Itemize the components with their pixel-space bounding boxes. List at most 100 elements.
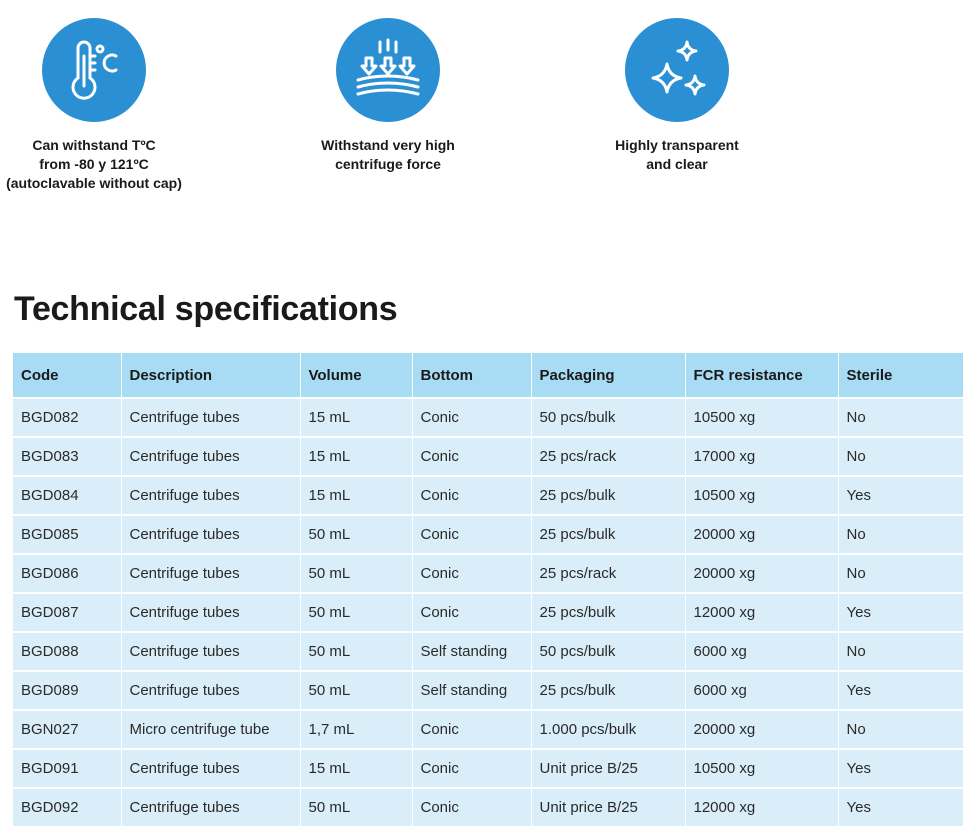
table-cell: BGD092 <box>13 787 122 826</box>
table-cell: 15 mL <box>300 475 413 515</box>
table-cell: Conic <box>412 592 532 632</box>
section-title: Technical specifications <box>14 290 398 328</box>
table-cell: No <box>838 514 963 554</box>
column-header: Sterile <box>838 353 963 398</box>
table-body: BGD082 Centrifuge tubes 15 mL Conic 50 pcs/b… <box>13 397 963 826</box>
thermometer-icon <box>42 18 146 122</box>
table-cell: Yes <box>838 748 963 788</box>
table-cell: Unit price B/25 <box>531 748 686 788</box>
column-header: Description <box>121 353 301 398</box>
table-cell: BGD086 <box>13 553 122 593</box>
column-header: Code <box>13 353 122 398</box>
table-cell: Micro centrifuge tube <box>121 709 301 749</box>
table-cell: No <box>838 709 963 749</box>
table-cell: 20000 xg <box>685 709 839 749</box>
table-cell: Yes <box>838 592 963 632</box>
table-cell: Centrifuge tubes <box>121 553 301 593</box>
table-cell: 25 pcs/bulk <box>531 514 686 554</box>
table-cell: 10500 xg <box>685 748 839 788</box>
sparkle-icon <box>625 18 729 122</box>
column-header: Packaging <box>531 353 686 398</box>
table-cell: 25 pcs/bulk <box>531 592 686 632</box>
table-cell: Yes <box>838 670 963 710</box>
table-cell: 15 mL <box>300 748 413 788</box>
table-cell: Self standing <box>412 670 532 710</box>
table-row: BGN027 Micro centrifuge tube 1,7 mL Conic 1.… <box>13 709 963 749</box>
table-cell: No <box>838 436 963 476</box>
table-cell: No <box>838 397 963 437</box>
centrifuge-force-icon <box>336 18 440 122</box>
feature-transparent: Highly transparent and clear <box>577 18 777 174</box>
table-cell: 50 mL <box>300 787 413 826</box>
table-cell: No <box>838 631 963 671</box>
column-header: Volume <box>300 353 413 398</box>
table-cell: Centrifuge tubes <box>121 670 301 710</box>
table-cell: Yes <box>838 475 963 515</box>
table-cell: Unit price B/25 <box>531 787 686 826</box>
feature-temperature: Can withstand TºC from -80 y 121ºC (auto… <box>0 18 194 193</box>
table-cell: BGN027 <box>13 709 122 749</box>
spec-table: Code Description Volume Bottom Packaging… <box>13 353 963 826</box>
table-row: BGD087 Centrifuge tubes 50 mL Conic 25 pcs/b… <box>13 592 963 632</box>
table-cell: 25 pcs/bulk <box>531 670 686 710</box>
table-cell: 25 pcs/bulk <box>531 475 686 515</box>
table-cell: 1.000 pcs/bulk <box>531 709 686 749</box>
table-cell: Conic <box>412 787 532 826</box>
table-cell: Conic <box>412 436 532 476</box>
table-cell: Conic <box>412 748 532 788</box>
table-cell: 1,7 mL <box>300 709 413 749</box>
table-cell: Centrifuge tubes <box>121 475 301 515</box>
table-cell: 50 mL <box>300 514 413 554</box>
feature-caption: Can withstand TºC from -80 y 121ºC (auto… <box>6 137 182 191</box>
table-cell: Conic <box>412 475 532 515</box>
table-cell: 50 mL <box>300 631 413 671</box>
table-row: BGD083 Centrifuge tubes 15 mL Conic 25 pcs/r… <box>13 436 963 476</box>
table-cell: Conic <box>412 397 532 437</box>
table-row: BGD092 Centrifuge tubes 50 mL Conic Unit pri… <box>13 787 963 826</box>
table-cell: BGD089 <box>13 670 122 710</box>
feature-caption: Withstand very high centrifuge force <box>321 137 455 172</box>
table-cell: 15 mL <box>300 436 413 476</box>
table-cell: BGD091 <box>13 748 122 788</box>
table-cell: 50 mL <box>300 592 413 632</box>
table-cell: BGD083 <box>13 436 122 476</box>
table-cell: Centrifuge tubes <box>121 397 301 437</box>
table-cell: BGD087 <box>13 592 122 632</box>
table-cell: 15 mL <box>300 397 413 437</box>
table-cell: 20000 xg <box>685 514 839 554</box>
table-cell: Conic <box>412 553 532 593</box>
table-cell: 25 pcs/rack <box>531 553 686 593</box>
table-cell: BGD085 <box>13 514 122 554</box>
table-cell: 17000 xg <box>685 436 839 476</box>
table-row: BGD082 Centrifuge tubes 15 mL Conic 50 pcs/b… <box>13 397 963 437</box>
table-cell: Self standing <box>412 631 532 671</box>
table-cell: BGD084 <box>13 475 122 515</box>
table-cell: 20000 xg <box>685 553 839 593</box>
table-row: BGD086 Centrifuge tubes 50 mL Conic 25 pcs/r… <box>13 553 963 593</box>
column-header: FCR resistance <box>685 353 839 398</box>
table-cell: 10500 xg <box>685 475 839 515</box>
table-row: BGD088 Centrifuge tubes 50 mL Self standing… <box>13 631 963 671</box>
table-cell: Centrifuge tubes <box>121 436 301 476</box>
table-row: BGD089 Centrifuge tubes 50 mL Self standing… <box>13 670 963 710</box>
table-cell: 50 pcs/bulk <box>531 631 686 671</box>
table-cell: Yes <box>838 787 963 826</box>
table-cell: Centrifuge tubes <box>121 592 301 632</box>
table-cell: Conic <box>412 709 532 749</box>
table-cell: 12000 xg <box>685 787 839 826</box>
table-cell: 25 pcs/rack <box>531 436 686 476</box>
table-cell: BGD082 <box>13 397 122 437</box>
table-cell: 50 pcs/bulk <box>531 397 686 437</box>
feature-centrifuge: Withstand very high centrifuge force <box>288 18 488 174</box>
table-row: BGD084 Centrifuge tubes 15 mL Conic 25 pcs/b… <box>13 475 963 515</box>
table-cell: Conic <box>412 514 532 554</box>
table-cell: 6000 xg <box>685 670 839 710</box>
table-cell: Centrifuge tubes <box>121 631 301 671</box>
table-cell: BGD088 <box>13 631 122 671</box>
table-cell: Centrifuge tubes <box>121 514 301 554</box>
table-header-row: Code Description Volume Bottom Packaging… <box>13 353 963 398</box>
table-cell: 10500 xg <box>685 397 839 437</box>
table-cell: 6000 xg <box>685 631 839 671</box>
table-cell: No <box>838 553 963 593</box>
table-cell: Centrifuge tubes <box>121 748 301 788</box>
